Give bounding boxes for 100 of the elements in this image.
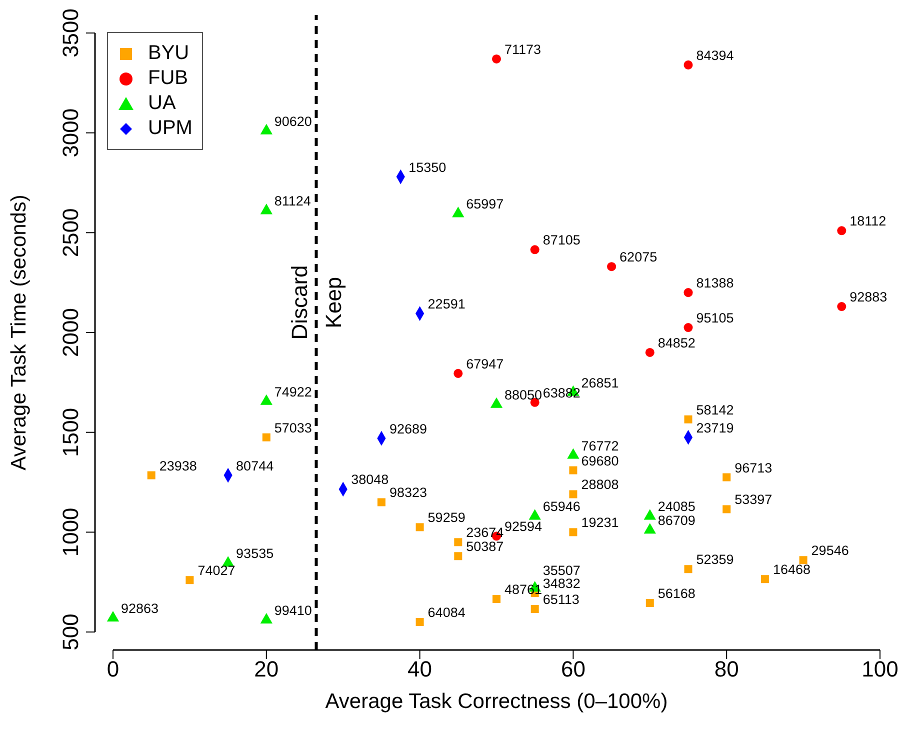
annotation: 69680: [581, 453, 619, 468]
annotation: Keep: [320, 276, 346, 328]
annotation: 76772: [581, 438, 619, 454]
x-tick-label: 100: [862, 656, 898, 682]
annotation: 26851: [581, 375, 619, 390]
annotation: 65946: [542, 499, 580, 514]
annotation: 67947: [466, 356, 504, 372]
point: [416, 523, 424, 532]
annotation: 87105: [542, 232, 580, 248]
point: [607, 262, 616, 272]
point: [530, 605, 539, 614]
point: [492, 54, 502, 64]
x-axis-title: Average Task Correctness (0–100%): [325, 690, 668, 713]
annotation: 24085: [658, 499, 696, 514]
annotation: 93535: [236, 546, 274, 562]
annotation: 92689: [389, 421, 427, 436]
point: [645, 348, 654, 357]
annotation: 64084: [428, 605, 466, 620]
annotation: 95105: [696, 310, 734, 326]
annotation: 65113: [542, 592, 580, 608]
point: [454, 538, 462, 546]
annotation: 56168: [658, 586, 696, 602]
point: [684, 288, 693, 298]
annotation: 34832: [542, 576, 580, 592]
annotation: 80744: [236, 458, 274, 474]
annotation: 84852: [658, 335, 696, 350]
legend-label: FUB: [148, 67, 188, 89]
x-tick-label: 60: [560, 656, 586, 682]
x-tick-label: 40: [408, 656, 432, 682]
point: [684, 323, 693, 332]
x-tick-label: 0: [106, 656, 120, 682]
annotation: 16468: [772, 562, 810, 578]
annotation: 63882: [542, 385, 580, 400]
annotation: 99410: [274, 603, 312, 618]
point: [722, 473, 731, 482]
annotation: 59259: [428, 510, 466, 526]
point: [186, 576, 194, 584]
point: [569, 490, 578, 498]
point: [837, 226, 846, 236]
point: [569, 466, 578, 474]
annotation: 62075: [620, 250, 658, 265]
y-tick-label: 2500: [58, 208, 83, 258]
annotation: 74027: [198, 563, 236, 578]
annotation: 96713: [734, 460, 772, 476]
point: [377, 498, 386, 506]
annotation: 15350: [408, 160, 446, 175]
annotation: 90620: [274, 114, 312, 129]
y-axis-title: Average Task Time (seconds): [7, 194, 30, 470]
point: [530, 245, 540, 254]
point: [799, 556, 808, 564]
legend-label: BYU: [148, 42, 190, 64]
annotation: 28808: [581, 477, 619, 492]
y-tick-label: 500: [58, 614, 83, 650]
annotation: 65997: [466, 196, 504, 212]
annotation: 22591: [428, 296, 466, 312]
annotation: 50387: [466, 539, 504, 554]
annotation: 81124: [274, 194, 312, 209]
annotation: 88050: [504, 387, 542, 402]
point: [569, 528, 578, 536]
annotation: 92883: [850, 290, 888, 305]
legend-label: UPM: [148, 117, 192, 139]
annotation: 23938: [159, 458, 197, 474]
point: [147, 471, 156, 480]
annotation: 74922: [274, 384, 312, 400]
y-tick-label: 1500: [58, 408, 83, 457]
annotation: 52359: [696, 552, 734, 568]
annotation: 38048: [351, 472, 389, 488]
y-tick-label: 3000: [58, 108, 83, 158]
annotation: 98323: [389, 485, 427, 500]
point: [454, 552, 462, 560]
annotation: 23719: [696, 420, 734, 436]
point: [454, 368, 463, 378]
point: [760, 575, 769, 584]
y-tick-label: 3500: [58, 8, 83, 58]
y-tick-label: 2000: [58, 308, 83, 357]
point: [492, 595, 500, 604]
annotation: 57033: [274, 420, 312, 436]
y-tick-label: 1000: [58, 508, 83, 557]
legend-label: UA: [148, 92, 176, 114]
annotation: 53397: [734, 492, 772, 508]
annotation: 92594: [504, 519, 543, 534]
point: [684, 415, 692, 424]
annotation: 35507: [542, 563, 580, 578]
point: [722, 505, 731, 514]
annotation: 29546: [811, 543, 849, 558]
x-tick-label: 20: [254, 656, 279, 682]
point: [416, 618, 424, 626]
annotation: 71173: [504, 42, 542, 57]
point: [684, 60, 693, 70]
x-tick-label: 80: [714, 656, 739, 682]
point: [684, 565, 692, 574]
annotation: 19231: [581, 515, 619, 530]
annotation: Discard: [286, 265, 312, 340]
annotation: 81388: [696, 276, 734, 291]
annotation: 58142: [696, 402, 734, 418]
point: [262, 433, 270, 442]
annotation: 92863: [121, 601, 159, 616]
annotation: 84394: [696, 48, 734, 63]
annotation: 23674: [466, 525, 504, 540]
annotation: 18112: [850, 214, 886, 229]
